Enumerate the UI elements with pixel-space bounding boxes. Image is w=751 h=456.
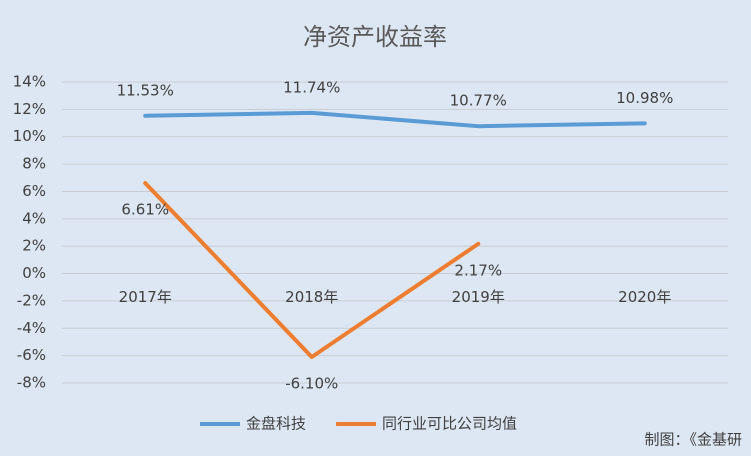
chart-title: 净资产收益率 [303,23,447,51]
y-tick-label: 4% [22,209,46,227]
y-tick-label: -6% [17,346,46,364]
credit: 制图：《金基研 [644,431,742,449]
data-label: 10.77% [450,92,507,110]
y-tick-label: -8% [17,374,46,392]
y-tick-label: -4% [17,319,46,337]
x-tick-label: 2017年 [119,288,172,306]
y-tick-label: 8% [22,155,46,173]
y-tick-label: 14% [13,73,46,91]
series-line [143,181,481,360]
data-label: 11.53% [117,81,174,99]
y-tick-label: 12% [13,100,46,118]
legend-label: 金盘科技 [246,415,306,433]
y-tick-label: -2% [17,291,46,309]
data-label: -6.10% [285,375,338,393]
y-tick-label: 10% [13,127,46,145]
y-tick-label: 6% [22,182,46,200]
series-line [143,110,647,129]
y-tick-label: 0% [22,264,46,282]
x-tick-label: 2018年 [285,288,338,306]
x-tick-label: 2020年 [618,288,671,306]
legend-label: 同行业可比公司均值 [382,415,517,433]
data-label: 11.74% [283,78,340,96]
data-label: 6.61% [121,201,169,219]
data-label: 2.17% [454,261,502,279]
x-tick-label: 2019年 [452,288,505,306]
y-tick-label: 2% [22,237,46,255]
data-label: 10.98% [616,89,673,107]
